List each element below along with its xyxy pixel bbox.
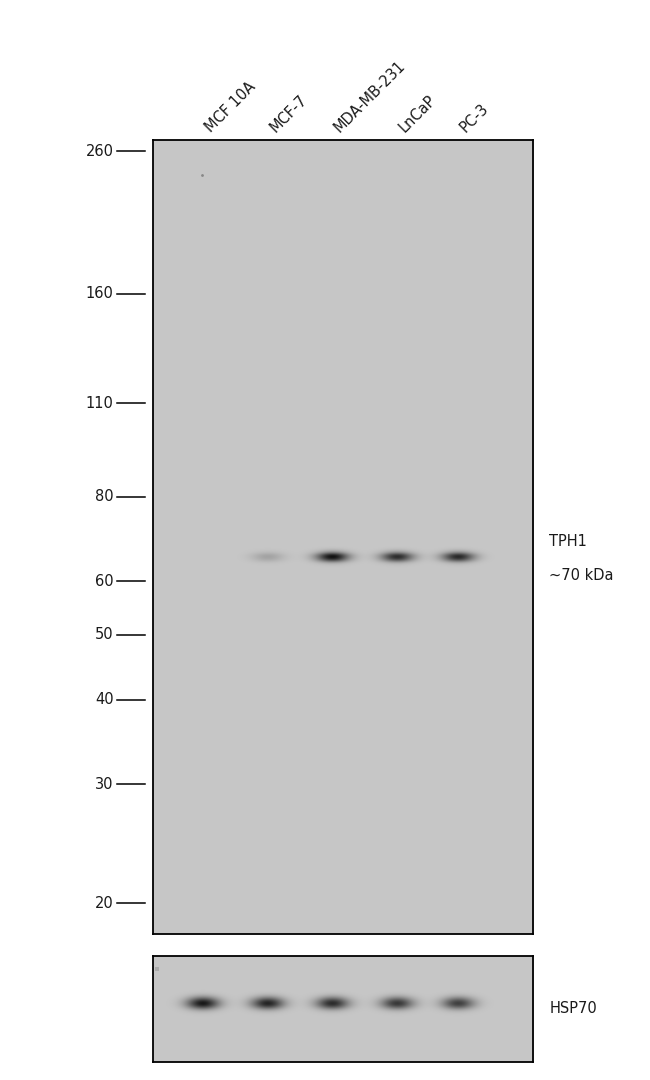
Text: HSP70: HSP70 — [549, 1001, 597, 1016]
Text: 50: 50 — [95, 627, 114, 642]
Text: 60: 60 — [95, 573, 114, 589]
Text: ~70 kDa: ~70 kDa — [549, 568, 614, 583]
Text: MCF-7: MCF-7 — [266, 92, 310, 135]
Text: MCF 10A: MCF 10A — [202, 79, 258, 135]
Text: 30: 30 — [96, 777, 114, 792]
Text: 260: 260 — [86, 144, 114, 159]
Text: LnCaP: LnCaP — [396, 92, 439, 135]
Text: 80: 80 — [95, 489, 114, 504]
Text: TPH1: TPH1 — [549, 534, 587, 549]
Text: PC-3: PC-3 — [457, 100, 491, 135]
Text: 110: 110 — [86, 396, 114, 410]
Text: 160: 160 — [86, 286, 114, 301]
Text: MDA-MB-231: MDA-MB-231 — [332, 58, 409, 135]
Text: 40: 40 — [95, 692, 114, 707]
Text: 20: 20 — [95, 895, 114, 910]
